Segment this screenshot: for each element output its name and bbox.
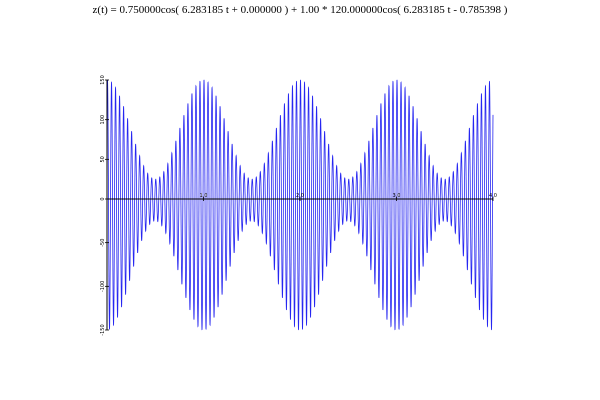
x-tick-label-2: 2.0 xyxy=(296,193,304,199)
y-tick-label-2: 50 xyxy=(100,156,106,162)
x-tick-label-1: 1.0 xyxy=(200,193,208,199)
series-layer xyxy=(106,79,494,331)
y-tick-label-0: 150 xyxy=(100,75,106,85)
series-line-0 xyxy=(106,79,494,331)
y-tick-label-6: -150 xyxy=(100,324,106,335)
y-tick-label-3: 0 xyxy=(100,197,106,200)
axes-layer: 1.0 2.0 3.0 4.0 150 100 50 0 -50 -100 -150 xyxy=(100,75,497,335)
y-tick-label-5: -100 xyxy=(100,281,106,292)
x-tick-label-4: 4.0 xyxy=(489,193,497,199)
x-tick-label-3: 3.0 xyxy=(393,193,401,199)
y-tick-label-4: -50 xyxy=(100,239,106,247)
chart-title: z(t) = 0.750000cos( 6.283185 t + 0.00000… xyxy=(92,4,508,16)
y-tick-label-1: 100 xyxy=(100,115,106,125)
